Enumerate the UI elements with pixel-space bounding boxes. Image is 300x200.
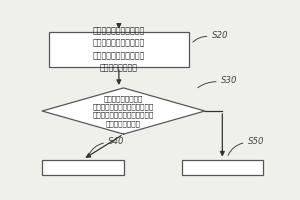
Text: 获取预设的功率灰色
模型当前预测的氢燃料电池系统
的功率预测值，判断功率预测值
是否大于第一功率: 获取预设的功率灰色 模型当前预测的氢燃料电池系统 的功率预测值，判断功率预测值 … <box>93 95 154 127</box>
FancyBboxPatch shape <box>42 160 124 175</box>
Polygon shape <box>42 88 205 134</box>
Text: 根据获取的负载功率需求
和锂电池系统当前的荷电
状态确定氢燃料电池系统
需输出的第一功率: 根据获取的负载功率需求 和锂电池系统当前的荷电 状态确定氢燃料电池系统 需输出的… <box>93 27 145 72</box>
Text: S30: S30 <box>221 76 238 85</box>
FancyBboxPatch shape <box>182 160 263 175</box>
Text: S40: S40 <box>108 137 125 146</box>
FancyBboxPatch shape <box>49 32 189 67</box>
Text: S20: S20 <box>212 31 228 40</box>
Text: S50: S50 <box>248 137 264 146</box>
